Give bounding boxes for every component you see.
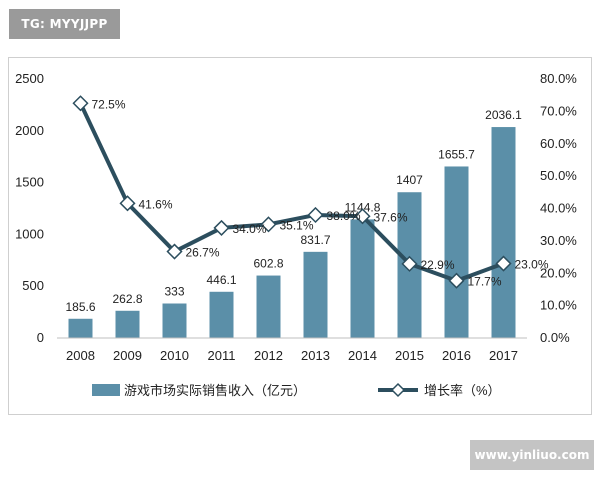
left-y-tick-0: 0 — [37, 330, 44, 345]
x-tick-labels: 2008 2009 2010 2011 2012 2013 2014 2015 2016 2017 — [66, 348, 518, 363]
x-tick-2015: 2015 — [395, 348, 424, 363]
line-marker-2008 — [72, 95, 89, 112]
bar-2011 — [209, 291, 234, 338]
bar-2010 — [162, 303, 187, 338]
bar-label-2009: 262.8 — [112, 292, 142, 306]
bar-label-2016: 1655.7 — [438, 147, 475, 161]
right-y-tick-10: 10.0% — [540, 298, 577, 313]
top-watermark: TG: MYYJJPP — [9, 9, 120, 39]
line-data-labels: 72.5% 41.6% 26.7% 34.0% 35.1% 38.0% 37.6% 22.9%… — [92, 97, 549, 288]
x-tick-2010: 2010 — [160, 348, 189, 363]
x-tick-2014: 2014 — [348, 348, 377, 363]
bar-2012 — [256, 275, 281, 338]
bar-label-2011: 446.1 — [206, 273, 236, 287]
bar-label-2008: 185.6 — [65, 300, 95, 314]
bar-label-2017: 2036.1 — [485, 108, 522, 122]
left-y-tick-2000: 2000 — [15, 123, 44, 138]
legend-bar-label: 游戏市场实际销售收入（亿元） — [124, 383, 306, 398]
left-y-tick-labels: 0 500 1000 1500 2000 2500 — [15, 71, 44, 345]
line-label-2012: 35.1% — [280, 218, 314, 232]
x-tick-2009: 2009 — [113, 348, 142, 363]
bar-2008 — [68, 318, 93, 338]
line-label-2017: 23.0% — [515, 258, 549, 272]
right-y-tick-40: 40.0% — [540, 201, 577, 216]
bar-label-2014: 1144.8 — [345, 200, 381, 214]
bar-2013 — [303, 251, 328, 338]
line-label-2015: 22.9% — [421, 258, 455, 272]
bar-label-2013: 831.7 — [300, 233, 330, 247]
bar-2014 — [350, 219, 375, 338]
x-tick-2017: 2017 — [489, 348, 518, 363]
line-label-2016: 17.7% — [468, 275, 502, 289]
x-tick-2013: 2013 — [301, 348, 330, 363]
legend-line-marker — [390, 382, 406, 398]
bar-label-2010: 333 — [164, 285, 184, 299]
line-marker-2009 — [119, 195, 136, 212]
left-y-tick-1000: 1000 — [15, 226, 44, 241]
bottom-watermark: www.yinliuo.com — [470, 440, 594, 470]
x-tick-2011: 2011 — [208, 348, 236, 363]
bar-label-2012: 602.8 — [253, 257, 283, 271]
right-y-tick-20: 20.0% — [540, 265, 577, 280]
right-y-tick-60: 60.0% — [540, 136, 577, 151]
line-label-2008: 72.5% — [92, 97, 126, 111]
bar-2017 — [491, 127, 516, 338]
right-y-tick-30: 30.0% — [540, 233, 577, 248]
line-marker-2010 — [166, 243, 183, 260]
bar-data-labels: 185.6 262.8 333 446.1 602.8 831.7 1144.8 1407 16… — [65, 108, 522, 314]
growth-rate-line — [78, 102, 505, 283]
x-tick-2012: 2012 — [254, 348, 283, 363]
left-y-tick-2500: 2500 — [15, 71, 44, 86]
line-marker-2012 — [260, 216, 277, 233]
x-tick-2008: 2008 — [66, 348, 95, 363]
line-series — [72, 95, 512, 289]
line-marker-2014 — [354, 208, 371, 225]
legend-line-label: 增长率（%） — [424, 383, 501, 398]
left-y-tick-500: 500 — [22, 278, 44, 293]
line-label-2014: 37.6% — [374, 210, 408, 224]
line-marker-2013 — [307, 206, 324, 224]
right-y-tick-50: 50.0% — [540, 168, 577, 183]
x-tick-2016: 2016 — [442, 348, 471, 363]
right-y-tick-0: 0.0% — [540, 330, 570, 345]
legend-bar-swatch — [92, 384, 120, 396]
line-label-2009: 41.6% — [139, 197, 173, 211]
bar-2009 — [115, 310, 140, 338]
chart-legend: 游戏市场实际销售收入（亿元） 增长率（%） — [92, 382, 501, 398]
line-marker-2011 — [213, 219, 230, 236]
left-y-tick-1500: 1500 — [15, 175, 44, 190]
line-marker-2016 — [448, 272, 465, 289]
bar-label-2015: 1407 — [396, 173, 423, 187]
line-label-2011: 34.0% — [233, 222, 267, 236]
right-y-tick-70: 70.0% — [540, 103, 577, 118]
line-label-2010: 26.7% — [186, 246, 220, 260]
line-label-2013: 38.0% — [327, 209, 361, 223]
bar-2016 — [444, 166, 469, 338]
line-marker-2015 — [401, 255, 418, 272]
right-y-tick-80: 80.0% — [540, 71, 577, 86]
line-marker-2017 — [495, 255, 512, 272]
right-y-tick-labels: 0.0% 10.0% 20.0% 30.0% 40.0% 50.0% 60.0% 70.0% 8… — [540, 71, 577, 345]
